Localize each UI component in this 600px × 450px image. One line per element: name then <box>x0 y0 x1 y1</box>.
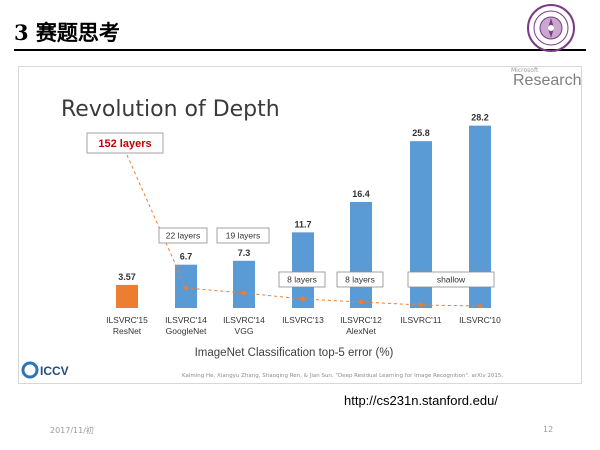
depth-point-6 <box>418 302 424 308</box>
layer-callout-box-3 <box>216 227 270 244</box>
bar-3 <box>233 260 255 308</box>
layer-callout-2: 22 layers <box>166 231 201 241</box>
page-number: 12 <box>543 425 554 434</box>
bar-6 <box>410 141 432 308</box>
figure-panel: Microsoft Research Revolution of Depth 3… <box>18 66 582 384</box>
bar-7 <box>469 125 491 308</box>
x-tick-label-2-1: ILSVRC'14 <box>165 315 207 325</box>
bar-4 <box>292 232 314 308</box>
x-tick-label-3-2: VGG <box>235 326 254 336</box>
depth-bar-chart: 3.57 6.7 7.3 11.7 16.4 25.8 28.2 152 layers 22 l… <box>86 113 501 359</box>
footer-date: 2017/11/初 <box>50 426 94 435</box>
slide-title: 3 赛题思考 <box>14 20 120 45</box>
depth-point-2 <box>183 285 189 291</box>
chart-title: Revolution of Depth <box>61 97 280 122</box>
value-label-3: 7.3 <box>238 248 251 258</box>
x-tick-label-5-1: ILSVRC'12 <box>340 315 382 325</box>
source-url-link[interactable]: http://cs231n.stanford.edu/ <box>344 393 498 408</box>
x-tick-label-7-1: ILSVRC'10 <box>459 315 501 325</box>
x-tick-label-2-2: GoogleNet <box>166 326 207 336</box>
layer-callout-1: 152 layers <box>98 138 151 150</box>
x-tick-label-1-2: ResNet <box>113 326 142 336</box>
title-rule <box>14 49 586 51</box>
iccv-logo-text: ICCV <box>40 364 69 378</box>
bar-5 <box>350 201 372 308</box>
university-seal-icon <box>527 4 575 52</box>
layer-callout-box-2 <box>158 227 208 244</box>
x-axis-label: ImageNet Classification top-5 error (%) <box>195 347 394 359</box>
layer-callout-box-4 <box>278 271 326 288</box>
depth-point-7 <box>477 303 483 309</box>
brand-small-text: Microsoft <box>511 67 539 74</box>
x-tick-label-1-1: ILSVRC'15 <box>106 315 148 325</box>
depth-point-3 <box>241 290 247 296</box>
layer-callout-box-6 <box>407 271 495 288</box>
value-label-4: 11.7 <box>294 219 311 229</box>
x-tick-label-4-1: ILSVRC'13 <box>282 315 324 325</box>
layer-callout-4: 8 layers <box>287 275 317 285</box>
value-label-2: 6.7 <box>180 252 193 262</box>
layer-callout-5: 8 layers <box>345 275 375 285</box>
brand-logo-text: Research <box>513 72 582 89</box>
iccv-logo-icon: ICCV <box>21 361 69 379</box>
x-tick-label-5-2: AlexNet <box>346 326 376 336</box>
value-label-1: 3.57 <box>118 272 136 282</box>
value-label-6: 25.8 <box>412 128 430 138</box>
depth-point-5 <box>358 299 364 305</box>
value-label-5: 16.4 <box>352 189 370 199</box>
depth-point-4 <box>300 296 306 302</box>
layer-callout-box-1 <box>86 132 164 154</box>
x-tick-label-6-1: ILSVRC'11 <box>400 315 441 325</box>
value-label-7: 28.2 <box>471 113 489 123</box>
x-tick-label-3-1: ILSVRC'14 <box>223 315 265 325</box>
citation-text: Kaiming He, Xiangyu Zhang, Shaoqing Ren,… <box>182 373 504 379</box>
layer-callout-box-5 <box>336 271 384 288</box>
bar-1 <box>116 284 138 308</box>
layer-callout-3: 19 layers <box>226 231 261 241</box>
layer-callout-6: shallow <box>437 275 466 285</box>
